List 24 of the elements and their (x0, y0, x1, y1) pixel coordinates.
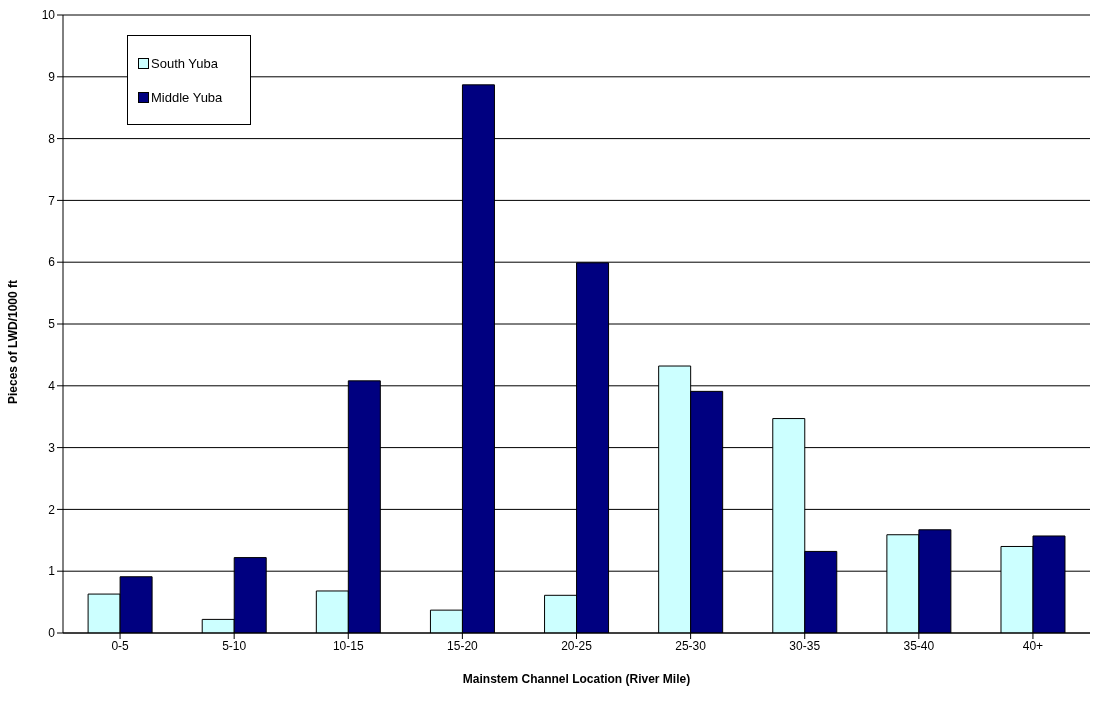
y-tick-label: 6 (48, 255, 56, 270)
y-tick-label: 1 (48, 564, 56, 579)
x-tick-label: 0-5 (111, 638, 130, 653)
y-tick-label: 4 (48, 379, 56, 394)
y-tick-label: 9 (48, 70, 56, 85)
legend-label: South Yuba (151, 55, 218, 71)
x-tick-label: 25-30 (675, 638, 707, 653)
y-tick-label: 7 (48, 193, 56, 208)
x-tick-label: 35-40 (903, 638, 935, 653)
x-tick-label: 40+ (1022, 638, 1044, 653)
x-tick-label: 5-10 (222, 638, 247, 653)
y-tick-label: 0 (48, 626, 56, 641)
x-axis-title: Mainstem Channel Location (River Mile) (462, 672, 691, 686)
x-tick-label: 10-15 (332, 638, 364, 653)
y-axis-title: Pieces of LWD/1000 ft (6, 279, 21, 404)
x-tick-label: 30-35 (789, 638, 821, 653)
x-tick-label: 15-20 (447, 638, 479, 653)
legend-label: Middle Yuba (151, 89, 223, 105)
y-tick-label: 5 (48, 317, 56, 332)
x-tick-label: 20-25 (561, 638, 593, 653)
y-tick-label: 3 (48, 440, 56, 455)
y-tick-label: 2 (48, 502, 56, 517)
y-tick-label: 8 (48, 131, 56, 146)
y-tick-label: 10 (41, 8, 56, 23)
